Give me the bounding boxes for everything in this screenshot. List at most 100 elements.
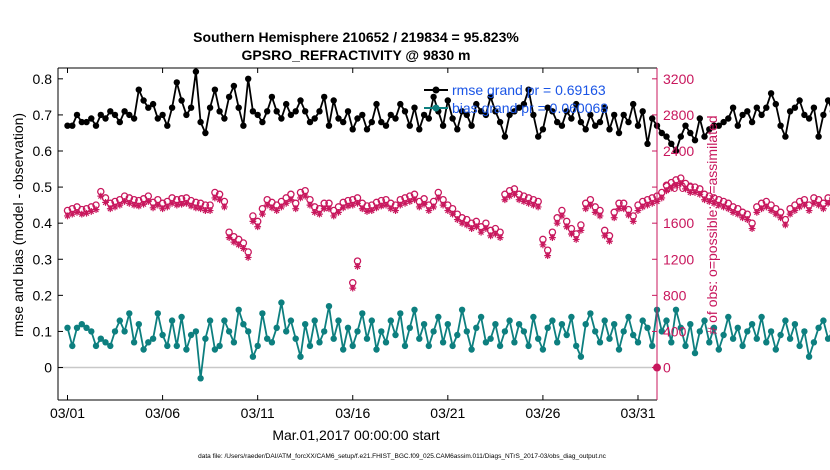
bias-point — [506, 317, 513, 324]
bias-point — [297, 353, 304, 360]
rmse-point — [302, 108, 309, 115]
rmse-point — [444, 97, 451, 104]
rmse-point — [691, 137, 699, 144]
rmse-point — [558, 122, 566, 129]
rmse-point — [249, 108, 257, 115]
obs-assimilated-point — [244, 254, 252, 261]
bias-point — [687, 321, 694, 328]
x-tick-label: 03/26 — [525, 405, 560, 421]
obs-assimilated-point — [748, 225, 756, 232]
bias-point — [401, 342, 409, 350]
x-axis-label: Mar.01,2017 00:00:00 start — [272, 427, 439, 443]
obs-assimilated-point — [568, 230, 575, 238]
obs-assimilated-point — [463, 221, 471, 229]
bias-point — [225, 328, 233, 335]
bias-point — [777, 331, 784, 339]
obs-assimilated-point — [83, 209, 90, 217]
obs-assimilated-point — [163, 203, 171, 211]
axes-layer: 03/01 03/06 03/11 03/16 03/21 03/26 03/31 0 0.1 0… — [33, 67, 694, 421]
bias-point — [235, 306, 242, 313]
x-tick-label: 03/21 — [430, 405, 465, 421]
obs-assimilated-point — [667, 184, 675, 192]
bias-point — [682, 342, 689, 350]
rmse-point — [292, 108, 299, 115]
bias-point — [772, 346, 779, 353]
obs-assimilated-point — [796, 203, 804, 211]
obs-assimilated-point — [411, 196, 418, 204]
obs-assimilated-point — [539, 241, 547, 249]
rmse-point — [492, 108, 499, 115]
rmse-point — [306, 118, 314, 126]
obs-assimilated-point — [701, 196, 708, 204]
obs-assimilated-point — [582, 205, 590, 213]
bias-point — [411, 306, 418, 313]
rmse-point — [130, 115, 138, 122]
rmse-point — [520, 100, 528, 108]
y-tick-label-right: 1600 — [663, 215, 694, 231]
bias-point — [349, 342, 356, 350]
bias-point — [397, 310, 404, 317]
bias-point — [420, 321, 428, 328]
obs-assimilated-point — [786, 210, 794, 218]
rmse-point — [815, 133, 822, 140]
obs-assimilated-point — [182, 199, 190, 207]
bias-point — [520, 328, 528, 335]
obs-assimilated-point — [254, 223, 262, 231]
bias-point — [805, 353, 813, 360]
x-tick-label: 03/16 — [335, 405, 370, 421]
obs-assimilated-point — [572, 236, 580, 243]
bias-point — [359, 310, 366, 317]
rmse-point — [810, 104, 818, 111]
rmse-point — [401, 108, 409, 115]
rmse-point — [211, 86, 219, 93]
rmse-point — [187, 104, 195, 111]
bias-point — [164, 342, 171, 350]
rmse-point — [344, 108, 352, 115]
bias-point — [786, 335, 794, 342]
bias-point — [140, 346, 147, 353]
legend-rmse-label: rmse grand pr = 0.69163 — [452, 82, 606, 98]
bias-point — [378, 328, 385, 335]
bias-point — [473, 324, 480, 331]
rmse-point — [715, 122, 722, 129]
rmse-point — [221, 115, 228, 122]
y-tick-label-left: 0.5 — [33, 179, 53, 195]
obs-assimilated-point — [97, 192, 105, 200]
bias-point — [496, 342, 504, 350]
rmse-point — [767, 90, 775, 97]
obs-assimilated-point — [596, 212, 604, 220]
bias-point — [292, 335, 299, 342]
rmse-point — [78, 118, 86, 126]
rmse-point — [88, 115, 95, 122]
rmse-point — [273, 108, 280, 115]
obs-assimilated-point — [434, 194, 442, 202]
bias-point — [202, 335, 209, 342]
bias-point — [748, 321, 756, 328]
bias-point — [69, 342, 76, 350]
rmse-point — [592, 122, 599, 129]
obs-assimilated-point — [767, 207, 775, 214]
obs-assimilated-point — [240, 245, 247, 252]
obs-assimilated-point — [111, 203, 119, 211]
bias-point — [178, 313, 185, 321]
bias-point — [477, 313, 485, 321]
bias-point — [159, 331, 166, 339]
bias-point — [549, 317, 556, 324]
bias-point — [92, 342, 100, 350]
rmse-point — [544, 104, 551, 111]
obs-assimilated-point — [64, 212, 71, 220]
rmse-point — [420, 111, 428, 119]
bias-point — [558, 321, 566, 328]
bias-point — [573, 342, 580, 350]
rmse-point — [92, 122, 100, 129]
rmse-point — [164, 122, 171, 129]
bias-point — [725, 313, 732, 321]
obs-assimilated-point — [363, 208, 371, 215]
obs-assimilated-point — [301, 192, 309, 200]
obs-assimilated-point — [354, 199, 361, 207]
bias-point — [111, 328, 119, 335]
y-tick-label-right: 1200 — [663, 251, 694, 267]
rmse-point — [710, 122, 718, 129]
bias-point — [492, 321, 499, 328]
rmse-point — [368, 118, 375, 126]
